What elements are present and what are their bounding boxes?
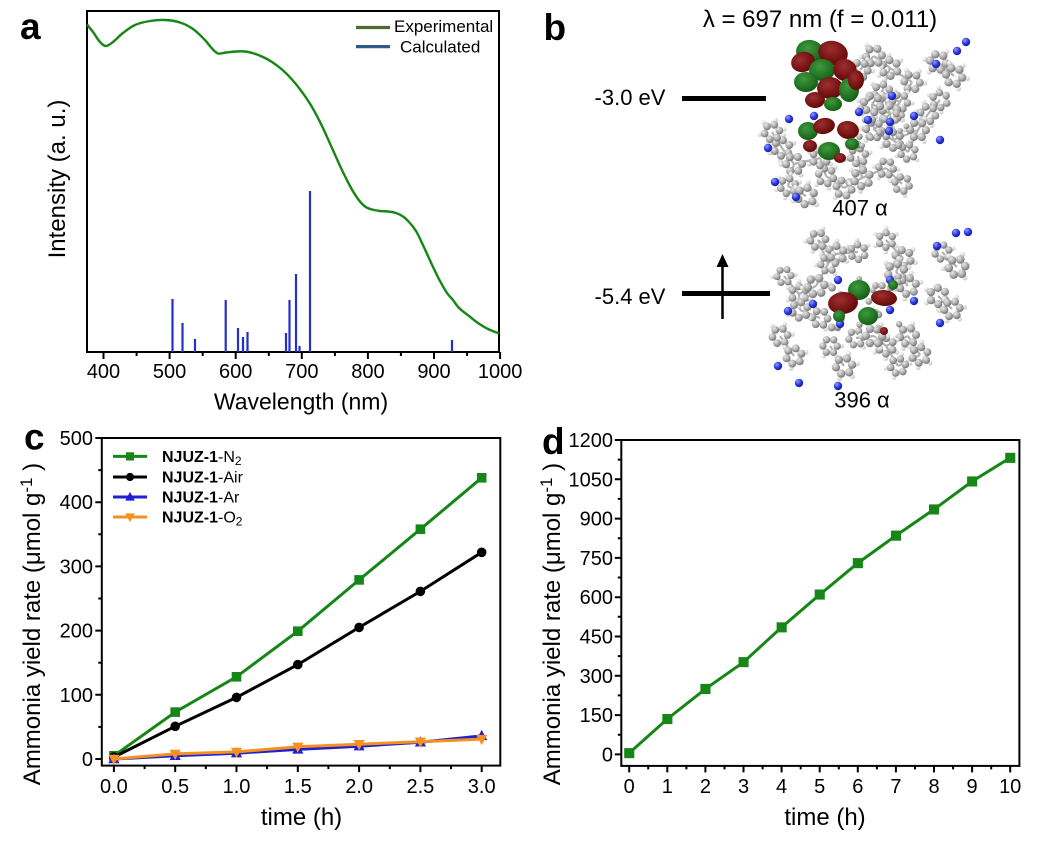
- svg-text:8: 8: [928, 776, 939, 798]
- svg-text:Ammonia yield rate (μmol g-1 ): Ammonia yield rate (μmol g-1 ): [17, 463, 46, 785]
- svg-text:500: 500: [60, 428, 93, 450]
- svg-text:900: 900: [417, 361, 450, 383]
- svg-text:2.5: 2.5: [406, 776, 434, 798]
- svg-text:1.0: 1.0: [223, 776, 251, 798]
- svg-text:400: 400: [60, 492, 93, 514]
- svg-text:0: 0: [602, 744, 613, 766]
- svg-text:3.0: 3.0: [468, 776, 496, 798]
- svg-text:900: 900: [580, 509, 613, 531]
- svg-text:c: c: [24, 417, 45, 458]
- svg-text:Ammonia yield rate (μmol g-1 ): Ammonia yield rate (μmol g-1 ): [537, 463, 566, 785]
- svg-text:0: 0: [624, 776, 635, 798]
- svg-text:396 α: 396 α: [834, 388, 890, 413]
- svg-text:450: 450: [580, 627, 613, 649]
- svg-text:7: 7: [890, 776, 901, 798]
- svg-text:750: 750: [580, 548, 613, 570]
- svg-text:NJUZ-1-Air: NJUZ-1-Air: [162, 470, 244, 487]
- svg-text:Calculated: Calculated: [400, 38, 480, 57]
- svg-text:Experimental: Experimental: [394, 17, 493, 36]
- svg-text:700: 700: [285, 361, 318, 383]
- svg-text:400: 400: [87, 361, 120, 383]
- svg-text:-3.0 eV: -3.0 eV: [595, 85, 666, 110]
- svg-text:NJUZ-1-O2: NJUZ-1-O2: [162, 510, 243, 529]
- svg-text:600: 600: [219, 361, 252, 383]
- svg-text:300: 300: [60, 556, 93, 578]
- svg-text:800: 800: [351, 361, 384, 383]
- svg-text:0: 0: [82, 749, 93, 771]
- svg-text:6: 6: [852, 776, 863, 798]
- svg-text:NJUZ-1-N2: NJUZ-1-N2: [162, 449, 242, 468]
- svg-text:100: 100: [60, 685, 93, 707]
- svg-text:1050: 1050: [569, 469, 614, 491]
- svg-text:200: 200: [60, 621, 93, 643]
- svg-text:Wavelength (nm): Wavelength (nm): [214, 389, 388, 415]
- svg-text:1.5: 1.5: [284, 776, 312, 798]
- svg-text:407 α: 407 α: [832, 196, 888, 221]
- svg-text:4: 4: [776, 776, 787, 798]
- svg-text:time (h): time (h): [784, 804, 865, 831]
- svg-text:a: a: [20, 6, 41, 47]
- svg-text:1: 1: [662, 776, 673, 798]
- svg-text:-5.4 eV: -5.4 eV: [595, 284, 666, 309]
- svg-text:NJUZ-1-Ar: NJUZ-1-Ar: [162, 490, 240, 507]
- svg-text:1200: 1200: [569, 430, 614, 452]
- svg-text:2: 2: [700, 776, 711, 798]
- svg-text:3: 3: [738, 776, 749, 798]
- svg-text:0.0: 0.0: [100, 776, 128, 798]
- svg-text:λ = 697 nm (f = 0.011): λ = 697 nm (f = 0.011): [703, 6, 937, 33]
- svg-text:150: 150: [580, 705, 613, 727]
- svg-text:0.5: 0.5: [161, 776, 189, 798]
- svg-text:1000: 1000: [478, 361, 523, 383]
- svg-text:300: 300: [580, 666, 613, 688]
- svg-text:time (h): time (h): [261, 804, 342, 831]
- svg-text:500: 500: [153, 361, 186, 383]
- svg-text:d: d: [542, 421, 565, 462]
- svg-text:2.0: 2.0: [345, 776, 373, 798]
- svg-text:600: 600: [580, 587, 613, 609]
- svg-text:Intensity (a. u.): Intensity (a. u.): [44, 100, 71, 259]
- svg-text:5: 5: [814, 776, 825, 798]
- svg-text:9: 9: [967, 776, 978, 798]
- svg-text:10: 10: [999, 776, 1021, 798]
- svg-text:b: b: [544, 7, 567, 48]
